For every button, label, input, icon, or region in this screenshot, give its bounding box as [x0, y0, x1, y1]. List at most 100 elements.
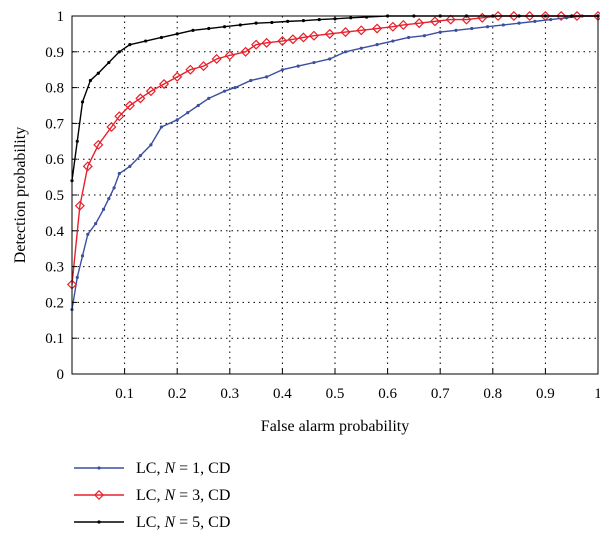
data-point	[461, 14, 472, 25]
data-point	[524, 10, 535, 22]
data-point	[117, 50, 121, 54]
data-point	[88, 78, 93, 83]
data-point	[312, 60, 316, 65]
data-point	[249, 78, 253, 83]
series-layer	[66, 10, 600, 312]
series-line	[71, 15, 598, 181]
data-point	[359, 46, 363, 50]
data-point	[82, 161, 93, 172]
data-point	[107, 60, 111, 65]
data-point	[398, 19, 409, 30]
data-point	[356, 25, 367, 36]
x-tick-label: 0.5	[326, 386, 345, 402]
data-point	[533, 19, 537, 23]
legend-marker	[97, 520, 101, 524]
data-point	[493, 10, 504, 22]
data-point	[112, 186, 116, 190]
data-point	[159, 125, 164, 129]
data-point	[340, 27, 351, 38]
data-point	[80, 254, 85, 258]
y-tick-label: 0.6	[45, 152, 64, 168]
data-point	[571, 10, 583, 22]
legend-label: LC, N = 1, CD	[136, 460, 230, 477]
data-point	[422, 34, 427, 38]
x-tick-label: 0.7	[431, 386, 450, 402]
data-point	[261, 37, 272, 48]
data-point	[317, 17, 321, 22]
data-point	[107, 196, 111, 201]
data-point	[135, 93, 146, 104]
data-point	[296, 64, 300, 68]
data-point	[175, 32, 179, 36]
data-point	[445, 14, 456, 25]
data-point	[124, 100, 135, 111]
data-point	[270, 20, 274, 25]
data-point	[277, 36, 288, 47]
data-point	[185, 64, 196, 75]
data-point	[80, 100, 85, 104]
data-point	[429, 16, 440, 27]
data-point	[211, 53, 222, 65]
legend-marker	[93, 489, 105, 501]
data-point	[86, 232, 90, 236]
data-point	[238, 23, 242, 27]
data-point	[470, 26, 474, 31]
data-point	[349, 16, 353, 20]
data-point	[438, 30, 442, 34]
data-point	[159, 35, 164, 40]
x-tick-label: 0.9	[536, 386, 555, 402]
series-1	[70, 14, 600, 312]
grid-lines	[72, 16, 598, 374]
data-point	[106, 121, 117, 133]
data-point	[128, 43, 132, 47]
y-tick-label: 0.3	[45, 260, 64, 276]
y-tick-label: 0.1	[45, 331, 64, 347]
x-tick-label: 0.6	[378, 386, 397, 402]
data-point	[485, 25, 490, 29]
data-point	[175, 118, 179, 122]
data-point	[222, 89, 227, 93]
data-point	[517, 21, 521, 25]
data-point	[301, 19, 306, 23]
y-tick-label: 0	[57, 367, 65, 383]
data-point	[333, 17, 337, 21]
series-2	[66, 10, 600, 290]
data-point	[287, 34, 298, 45]
data-point	[94, 222, 98, 226]
data-point	[375, 43, 379, 47]
data-point	[93, 139, 104, 150]
y-tick-label: 0.4	[45, 224, 64, 240]
plot-frame	[71, 15, 599, 375]
legend-item: LC, N = 1, CD	[74, 460, 230, 477]
data-point	[172, 71, 183, 82]
data-point	[564, 16, 569, 20]
data-point	[101, 207, 106, 211]
data-point	[387, 21, 398, 32]
data-point	[414, 18, 425, 29]
x-tick-label: 0.4	[273, 386, 292, 402]
legend-item: LC, N = 3, CD	[74, 487, 230, 504]
data-point	[191, 28, 195, 32]
x-tick-label: 0.8	[483, 386, 502, 402]
legend-item: LC, N = 5, CD	[74, 514, 230, 531]
series-line	[71, 15, 598, 285]
x-tick-label: 0.1	[115, 386, 134, 402]
data-point	[501, 23, 505, 27]
data-point	[207, 26, 211, 31]
data-point	[265, 75, 269, 79]
y-axis-label: Detection probability	[12, 127, 29, 263]
x-tick-label: 1	[594, 386, 600, 402]
data-point	[149, 143, 153, 147]
data-point	[224, 50, 235, 61]
data-point	[117, 171, 121, 176]
data-point	[556, 10, 567, 22]
data-point	[128, 164, 132, 168]
x-axis-label: False alarm probability	[261, 418, 409, 435]
data-point	[240, 46, 251, 57]
data-point	[407, 35, 411, 40]
y-tick-label: 0.5	[45, 188, 64, 204]
y-tick-label: 1	[57, 9, 65, 25]
data-point	[254, 21, 258, 25]
data-point	[454, 28, 458, 32]
